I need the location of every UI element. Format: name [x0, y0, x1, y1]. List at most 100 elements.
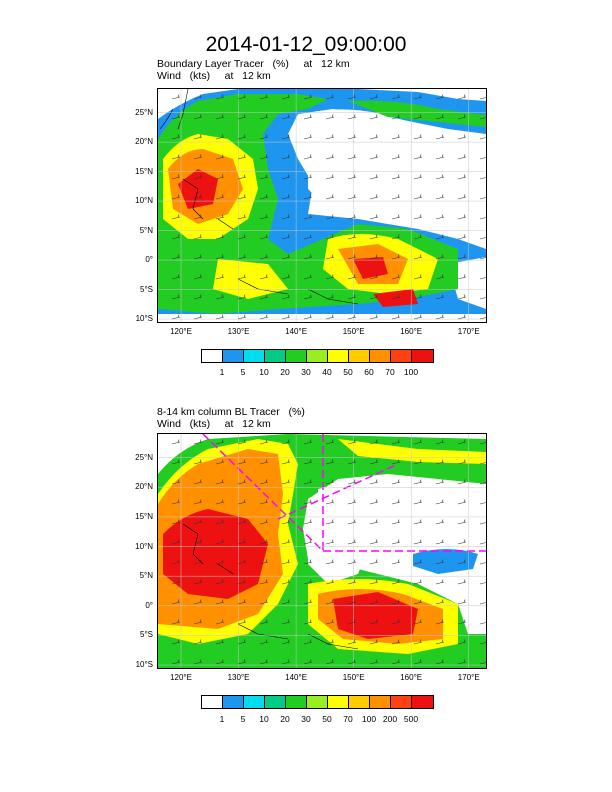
wind-barb: [413, 274, 423, 280]
wind-barb: [391, 94, 401, 100]
wind-barb: [215, 659, 225, 665]
wind-barb: [413, 254, 423, 260]
wind-barb: [171, 619, 181, 625]
wind-barb: [171, 579, 181, 585]
legend-label: 20: [280, 714, 290, 724]
longitude-tick-label: 170°E: [457, 327, 480, 336]
longitude-tick-label: 130°E: [227, 327, 250, 336]
wind-barb: [479, 461, 486, 465]
legend-swatch: [391, 350, 412, 362]
wind-barb: [457, 459, 467, 465]
wind-barb: [413, 499, 423, 505]
latitude-tick-label: 0°: [145, 255, 153, 265]
legend-label: 30: [301, 367, 311, 377]
wind-barb: [259, 659, 269, 665]
wind-barb: [479, 276, 486, 280]
wind-barb: [215, 114, 225, 120]
legend-label: 1: [219, 367, 225, 377]
wind-barb: [303, 234, 313, 240]
wind-barb: [325, 214, 335, 220]
color-legend-bar: [201, 349, 434, 363]
wind-barb: [281, 439, 291, 445]
wind-barb: [369, 559, 379, 565]
wind-barb: [303, 94, 313, 100]
wind-barb: [479, 236, 486, 240]
wind-barb: [369, 579, 379, 585]
wind-barb: [479, 136, 486, 140]
wind-barb: [435, 559, 445, 565]
wind-barb: [237, 439, 247, 445]
wind-barb: [303, 114, 313, 120]
wind-barb: [391, 599, 401, 605]
wind-barb: [281, 314, 291, 320]
wind-barb: [215, 579, 225, 585]
latitude-tick-label: 20°N: [135, 137, 153, 147]
wind-barb: [347, 659, 357, 665]
wind-barb: [303, 154, 313, 160]
wind-barb: [281, 659, 291, 665]
wind-barb: [325, 174, 335, 180]
wind-barb: [479, 541, 486, 545]
wind-barb: [303, 314, 313, 320]
wind-barb: [435, 439, 445, 445]
wind-barb: [193, 499, 203, 505]
wind-barb: [347, 499, 357, 505]
wind-barb: [237, 519, 247, 525]
wind-barb: [457, 134, 467, 140]
longitude-tick-label: 120°E: [170, 327, 192, 336]
wind-barb: [259, 214, 269, 220]
panel1-title-line2: Wind (kts) at 12 km: [157, 70, 271, 82]
wind-barb: [457, 659, 467, 665]
wind-barb: [369, 479, 379, 485]
legend-swatch: [328, 696, 349, 708]
wind-barb: [193, 274, 203, 280]
wind-barb: [325, 134, 335, 140]
wind-barb: [237, 499, 247, 505]
legend-label: 100: [361, 714, 377, 724]
wind-barb: [347, 294, 357, 300]
wind-barb: [435, 154, 445, 160]
wind-barb: [369, 619, 379, 625]
wind-barb: [259, 559, 269, 565]
wind-barb: [325, 254, 335, 260]
wind-barb: [171, 479, 181, 485]
boundary-layer-tracer-map: [157, 88, 487, 323]
wind-barb: [457, 439, 467, 445]
legend-swatch: [286, 350, 307, 362]
wind-barb: [215, 274, 225, 280]
wind-barb: [347, 559, 357, 565]
wind-barb: [325, 559, 335, 565]
wind-barb: [215, 154, 225, 160]
longitude-tick-label: 140°E: [285, 327, 308, 336]
wind-barb: [193, 519, 203, 525]
wind-barb: [303, 294, 313, 300]
legend-label: 5: [240, 714, 246, 724]
legend-label: 1: [219, 714, 225, 724]
wind-barb: [457, 174, 467, 180]
wind-barb: [369, 234, 379, 240]
wind-barb: [391, 314, 401, 320]
wind-barb: [435, 599, 445, 605]
wind-barb: [479, 116, 486, 120]
wind-barb: [325, 314, 335, 320]
latitude-tick-label: 10°S: [135, 660, 153, 670]
wind-barb: [325, 659, 335, 665]
wind-barb: [435, 479, 445, 485]
wind-barb: [303, 274, 313, 280]
wind-barb: [435, 194, 445, 200]
wind-barb: [193, 559, 203, 565]
wind-barb: [193, 579, 203, 585]
wind-barb: [391, 214, 401, 220]
wind-barb: [369, 439, 379, 445]
wind-barb: [435, 619, 445, 625]
wind-barb: [237, 254, 247, 260]
wind-barb: [347, 639, 357, 645]
wind-barb: [391, 254, 401, 260]
wind-barb: [369, 499, 379, 505]
wind-barb: [435, 114, 445, 120]
legend-label: 200: [382, 714, 398, 724]
wind-barb: [435, 294, 445, 300]
latitude-tick-label: 10°N: [135, 196, 153, 206]
wind-barb: [435, 214, 445, 220]
wind-barb: [259, 459, 269, 465]
